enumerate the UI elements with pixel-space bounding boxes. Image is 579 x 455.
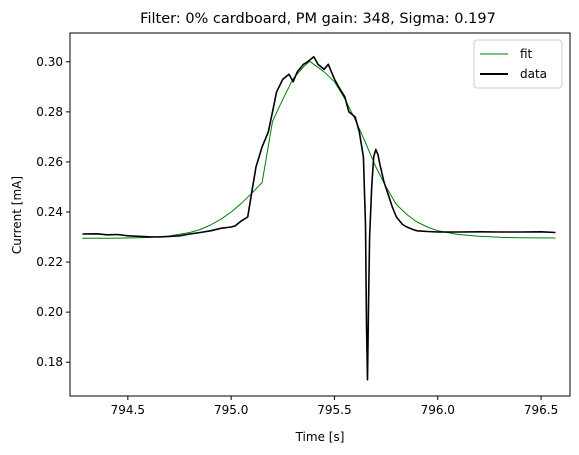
series-line-fit xyxy=(82,60,556,239)
series-layer xyxy=(82,55,556,381)
x-tick-label: 795.0 xyxy=(214,403,248,417)
x-tick-label: 794.5 xyxy=(111,403,145,417)
x-tick-label: 796.5 xyxy=(524,403,558,417)
y-tick-label: 0.28 xyxy=(36,105,63,119)
plot-area xyxy=(69,32,571,397)
y-tick-label: 0.22 xyxy=(36,255,63,269)
legend-box xyxy=(473,39,563,89)
y-tick-label: 0.24 xyxy=(36,205,63,219)
plot-border xyxy=(69,32,571,397)
series-line-data xyxy=(82,55,556,381)
x-axis: 794.5 795.0 795.5 796.0 796.5 xyxy=(111,396,558,417)
y-tick-label: 0.30 xyxy=(36,55,63,69)
chart-title: Filter: 0% cardboard, PM gain: 348, Sigm… xyxy=(140,11,496,27)
legend-label-data: data xyxy=(520,67,547,81)
legend: fit data xyxy=(473,39,563,89)
y-tick-label: 0.18 xyxy=(36,355,63,369)
x-axis-label: Time [s] xyxy=(295,430,345,444)
x-tick-label: 796.0 xyxy=(421,403,455,417)
y-tick-label: 0.20 xyxy=(36,305,63,319)
legend-label-fit: fit xyxy=(520,47,533,61)
x-tick-label: 795.5 xyxy=(317,403,351,417)
y-axis: 0.18 0.20 0.22 0.24 0.26 0.28 0.30 xyxy=(36,55,70,369)
plot-background xyxy=(70,33,570,396)
y-tick-label: 0.26 xyxy=(36,155,63,169)
y-axis-label: Current [mA] xyxy=(10,176,24,254)
